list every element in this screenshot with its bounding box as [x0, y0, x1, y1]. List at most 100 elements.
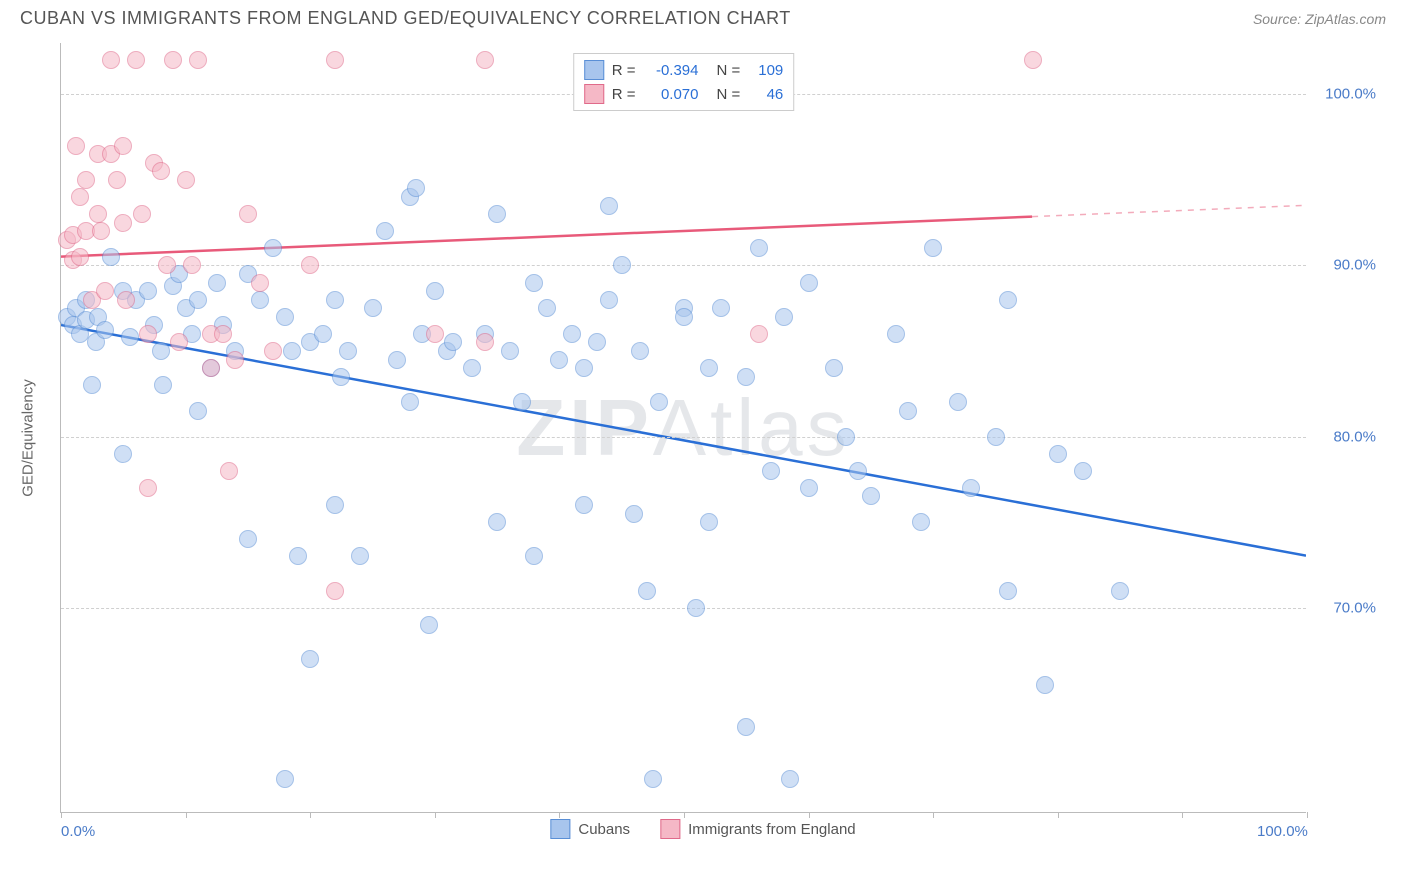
data-point [849, 462, 867, 480]
data-point [525, 547, 543, 565]
data-point [152, 162, 170, 180]
x-tick [1307, 812, 1308, 818]
legend-label: Immigrants from England [688, 821, 856, 838]
data-point [92, 222, 110, 240]
legend-correlation-row: R =0.070N =46 [584, 82, 784, 106]
data-point [638, 582, 656, 600]
data-point [488, 205, 506, 223]
data-point [251, 291, 269, 309]
data-point [575, 359, 593, 377]
data-point [644, 770, 662, 788]
data-point [631, 342, 649, 360]
x-tick [559, 812, 560, 818]
legend-item: Immigrants from England [660, 819, 856, 839]
data-point [264, 239, 282, 257]
data-point [89, 205, 107, 223]
data-point [139, 325, 157, 343]
data-point [924, 239, 942, 257]
gridline [61, 608, 1306, 609]
chart-container: GED/Equivalency ZIPAtlas R =-0.394N =109… [20, 33, 1386, 843]
data-point [737, 718, 755, 736]
data-point [96, 282, 114, 300]
data-point [1074, 462, 1092, 480]
trend-line [61, 325, 1306, 556]
data-point [71, 248, 89, 266]
watermark-light: Atlas [653, 383, 851, 472]
data-point [208, 274, 226, 292]
n-label: N = [717, 62, 741, 79]
data-point [575, 496, 593, 514]
data-point [314, 325, 332, 343]
watermark-bold: ZIP [516, 383, 652, 472]
data-point [687, 599, 705, 617]
data-point [164, 51, 182, 69]
data-point [700, 513, 718, 531]
source-attribution: Source: ZipAtlas.com [1253, 11, 1386, 27]
data-point [444, 333, 462, 351]
data-point [488, 513, 506, 531]
data-point [513, 393, 531, 411]
x-tick [1058, 812, 1059, 818]
data-point [825, 359, 843, 377]
data-point [170, 333, 188, 351]
data-point [183, 256, 201, 274]
data-point [1049, 445, 1067, 463]
data-point [800, 479, 818, 497]
y-tick-label: 100.0% [1316, 86, 1376, 103]
data-point [114, 445, 132, 463]
x-tick [809, 812, 810, 818]
data-point [912, 513, 930, 531]
data-point [251, 274, 269, 292]
data-point [154, 376, 172, 394]
data-point [781, 770, 799, 788]
data-point [351, 547, 369, 565]
data-point [177, 171, 195, 189]
trend-line-dashed [1032, 205, 1306, 216]
data-point [102, 51, 120, 69]
watermark: ZIPAtlas [516, 382, 850, 474]
x-tick [684, 812, 685, 818]
data-point [476, 51, 494, 69]
r-label: R = [612, 86, 636, 103]
legend-correlation-row: R =-0.394N =109 [584, 58, 784, 82]
data-point [189, 402, 207, 420]
chart-header: CUBAN VS IMMIGRANTS FROM ENGLAND GED/EQU… [0, 0, 1406, 33]
data-point [588, 333, 606, 351]
x-tick [186, 812, 187, 818]
gridline [61, 437, 1306, 438]
legend-label: Cubans [578, 821, 630, 838]
data-point [220, 462, 238, 480]
data-point [600, 197, 618, 215]
y-axis-label: GED/Equivalency [20, 379, 37, 497]
data-point [407, 179, 425, 197]
data-point [127, 51, 145, 69]
data-point [239, 530, 257, 548]
data-point [525, 274, 543, 292]
data-point [226, 351, 244, 369]
data-point [1111, 582, 1129, 600]
data-point [202, 359, 220, 377]
data-point [326, 496, 344, 514]
data-point [301, 650, 319, 668]
chart-title: CUBAN VS IMMIGRANTS FROM ENGLAND GED/EQU… [20, 8, 791, 29]
data-point [114, 214, 132, 232]
data-point [426, 325, 444, 343]
data-point [613, 256, 631, 274]
data-point [326, 291, 344, 309]
data-point [117, 291, 135, 309]
data-point [700, 359, 718, 377]
source-prefix: Source: [1253, 11, 1305, 27]
data-point [121, 328, 139, 346]
source-link[interactable]: ZipAtlas.com [1305, 11, 1386, 27]
data-point [775, 308, 793, 326]
x-tick-label: 0.0% [61, 823, 95, 840]
data-point [71, 188, 89, 206]
x-tick [310, 812, 311, 818]
x-tick [435, 812, 436, 818]
legend-swatch [584, 84, 604, 104]
data-point [339, 342, 357, 360]
data-point [108, 171, 126, 189]
r-value: 0.070 [644, 86, 699, 103]
plot-area: ZIPAtlas R =-0.394N =109R =0.070N =46 70… [60, 43, 1306, 813]
data-point [501, 342, 519, 360]
